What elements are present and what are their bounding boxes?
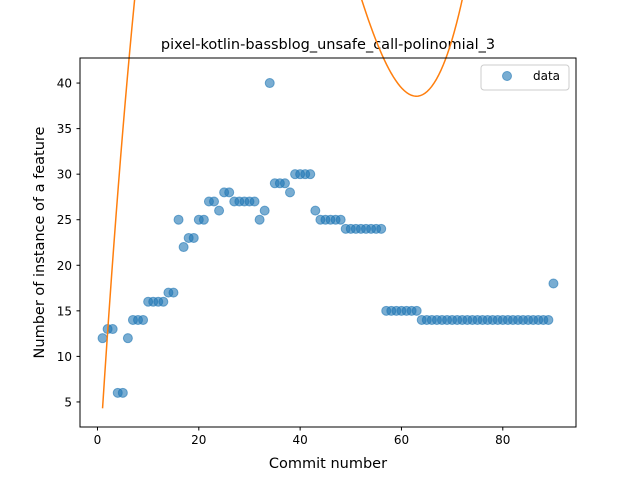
x-tick-label: 80	[495, 433, 510, 447]
data-point	[335, 214, 346, 225]
data-point	[279, 178, 290, 189]
data-point	[305, 169, 316, 180]
y-tick-label: 25	[57, 213, 72, 227]
data-point	[97, 333, 108, 344]
x-tick-label: 60	[394, 433, 409, 447]
axes-frame	[79, 57, 577, 428]
y-axis-label: Number of instance of a feature	[32, 126, 48, 358]
y-tick-label: 5	[64, 395, 72, 409]
data-point	[107, 324, 118, 335]
y-tick-label: 40	[57, 77, 72, 91]
data-point	[138, 314, 149, 325]
data-point	[264, 78, 275, 89]
data-point	[376, 223, 387, 234]
legend-label-data: data	[533, 69, 560, 83]
data-point	[254, 214, 265, 225]
y-tick-label: 20	[57, 259, 72, 273]
data-point	[259, 205, 270, 216]
y-tick-label: 35	[57, 122, 72, 136]
data-point	[285, 187, 296, 198]
data-point	[209, 196, 220, 207]
legend-frame	[480, 64, 570, 91]
y-axis-ticks: 5 10 15 20 25 30 35 40	[57, 77, 80, 409]
x-axis-label: Commit number	[269, 456, 387, 472]
data-point	[548, 278, 559, 289]
data-point	[224, 187, 235, 198]
x-tick-label: 40	[292, 433, 307, 447]
data-point	[168, 287, 179, 298]
y-tick-label: 15	[57, 304, 72, 318]
data-point	[117, 387, 128, 398]
data-point	[310, 205, 321, 216]
legend-marker-data	[502, 71, 512, 81]
data-point	[214, 205, 225, 216]
chart-title: pixel-kotlin-bassblog_unsafe_call-polino…	[161, 37, 495, 53]
data-point	[158, 296, 169, 307]
x-axis-ticks: 0 20 40 60 80	[94, 427, 510, 447]
data-point	[411, 305, 422, 316]
fit-curve	[101, 0, 463, 409]
data-point	[122, 333, 133, 344]
legend: data	[480, 64, 570, 91]
x-tick-label: 20	[191, 433, 206, 447]
data-point	[173, 214, 184, 225]
data-point	[543, 314, 554, 325]
data-point	[178, 242, 189, 253]
plot-area	[97, 0, 559, 409]
data-point	[188, 232, 199, 243]
x-tick-label: 0	[94, 433, 102, 447]
y-tick-label: 30	[57, 168, 72, 182]
data-point	[249, 196, 260, 207]
y-tick-label: 10	[57, 350, 72, 364]
data-point	[198, 214, 209, 225]
